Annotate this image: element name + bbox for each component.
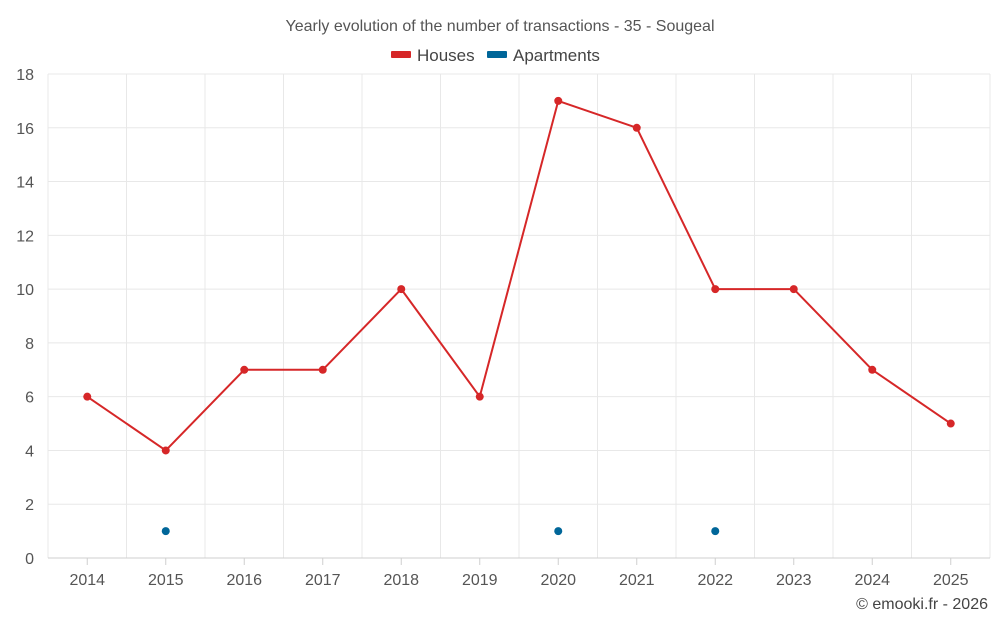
y-tick-label: 16: [16, 121, 34, 138]
x-tick-label: 2025: [933, 572, 969, 589]
x-tick-label: 2019: [462, 572, 498, 589]
y-tick-label: 4: [25, 443, 34, 460]
y-tick-label: 12: [16, 228, 34, 245]
credit-text: © emooki.fr - 2026: [856, 596, 988, 613]
legend-label-houses: Houses: [417, 46, 475, 65]
data-point-houses[interactable]: [946, 419, 955, 428]
legend: Houses Apartments: [391, 46, 600, 65]
x-tick-label: 2015: [148, 572, 184, 589]
x-tick-label: 2021: [619, 572, 655, 589]
y-tick-label: 8: [25, 336, 34, 353]
data-point-apartments[interactable]: [711, 527, 720, 536]
y-tick-label: 18: [16, 67, 34, 84]
data-point-houses[interactable]: [240, 365, 249, 374]
legend-item-houses[interactable]: Houses: [391, 46, 475, 65]
data-point-houses[interactable]: [868, 365, 877, 374]
data-point-houses[interactable]: [161, 446, 170, 455]
data-point-houses[interactable]: [318, 365, 327, 374]
legend-label-apartments: Apartments: [513, 46, 600, 65]
legend-swatch-apartments: [487, 51, 507, 58]
legend-item-apartments[interactable]: Apartments: [487, 46, 600, 65]
legend-swatch-houses: [391, 51, 411, 58]
x-tick-label: 2022: [697, 572, 733, 589]
y-tick-label: 14: [16, 175, 34, 192]
series-line-houses: [86, 99, 952, 452]
data-point-houses[interactable]: [397, 285, 406, 294]
data-point-houses[interactable]: [789, 285, 798, 294]
x-tick-label: 2020: [540, 572, 576, 589]
y-axis-ticks: 0 2 4 6 8 10 12 14 16 18: [16, 67, 34, 568]
series: [83, 96, 955, 536]
x-tick-label: 2014: [69, 572, 105, 589]
data-point-houses[interactable]: [632, 123, 641, 132]
data-point-houses[interactable]: [475, 392, 484, 401]
x-tick-label: 2024: [854, 572, 890, 589]
chart-title: Yearly evolution of the number of transa…: [286, 18, 715, 35]
data-point-houses[interactable]: [554, 96, 563, 105]
x-axis-ticks: 2014 2015 2016 2017 2018 2019 2020 2021 2022 2023…: [69, 558, 969, 589]
data-point-apartments[interactable]: [554, 527, 563, 536]
x-tick-label: 2023: [776, 572, 812, 589]
y-tick-label: 2: [25, 497, 34, 514]
y-tick-label: 6: [25, 390, 34, 407]
y-tick-label: 0: [25, 551, 34, 568]
x-tick-label: 2018: [383, 572, 419, 589]
data-point-apartments[interactable]: [161, 527, 170, 536]
x-tick-label: 2016: [226, 572, 262, 589]
data-point-houses[interactable]: [83, 392, 92, 401]
x-tick-label: 2017: [305, 572, 341, 589]
y-tick-label: 10: [16, 282, 34, 299]
grid: [47, 73, 991, 558]
data-point-houses[interactable]: [711, 285, 720, 294]
